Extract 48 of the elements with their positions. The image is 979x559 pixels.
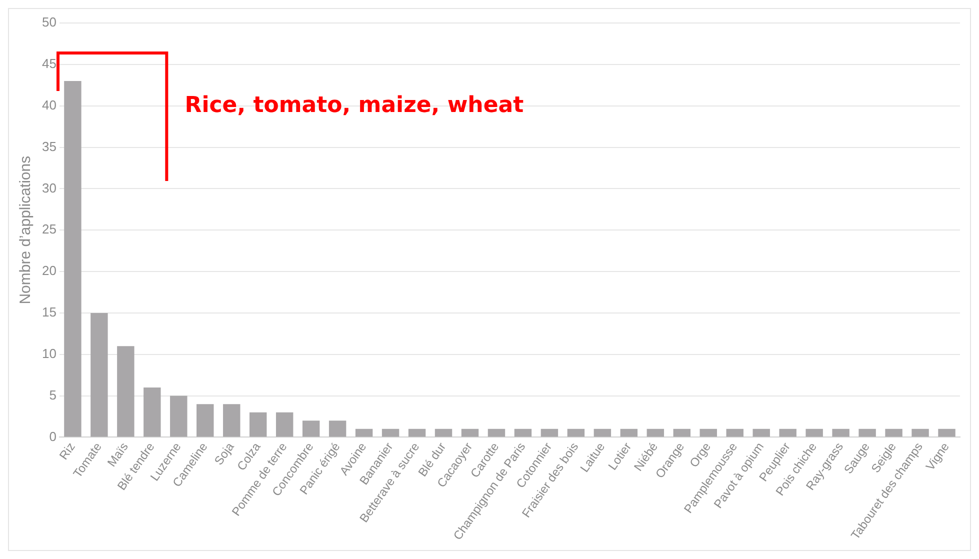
bar (170, 396, 188, 437)
y-tick-label: 35 (42, 138, 56, 154)
bar (196, 404, 214, 437)
bar (700, 428, 717, 437)
bar (540, 428, 558, 437)
bar (408, 428, 426, 437)
bar (567, 428, 585, 437)
bar (726, 428, 744, 437)
bar (90, 312, 108, 437)
y-tick-label: 15 (42, 304, 56, 320)
bar (646, 428, 664, 437)
bar (382, 428, 400, 437)
x-tick-label: Riz (56, 440, 78, 462)
bar (434, 428, 452, 437)
bar (620, 428, 638, 437)
bar (752, 428, 770, 437)
bar (594, 428, 612, 437)
bar (885, 428, 902, 437)
bar (514, 428, 532, 437)
bar (832, 428, 850, 437)
bar (223, 404, 240, 437)
bar (806, 428, 823, 437)
bar (912, 428, 929, 437)
y-tick-label: 5 (49, 387, 56, 402)
y-tick-label: 50 (42, 14, 56, 30)
bar (673, 428, 690, 437)
y-tick-label: 30 (42, 180, 56, 196)
bar (328, 420, 346, 437)
bar (117, 346, 134, 437)
bar (302, 420, 320, 437)
y-tick-label: 40 (42, 97, 56, 112)
bar (488, 428, 506, 437)
y-tick-label: 25 (42, 222, 56, 237)
bar (461, 428, 479, 437)
y-tick-label: 10 (42, 346, 56, 361)
bar (355, 428, 373, 437)
y-tick-label: 20 (42, 263, 56, 278)
bar (938, 428, 956, 437)
y-axis-title: Nombre d’applications (17, 156, 34, 304)
bar (779, 428, 796, 437)
y-tick-label: 45 (42, 56, 56, 71)
bar (250, 412, 267, 437)
y-tick-label: 0 (49, 428, 56, 444)
bar (858, 428, 876, 437)
annotation: Rice, tomato, maize, wheat (184, 92, 524, 118)
bar (144, 388, 161, 437)
bar (276, 412, 294, 437)
bar (64, 80, 82, 437)
